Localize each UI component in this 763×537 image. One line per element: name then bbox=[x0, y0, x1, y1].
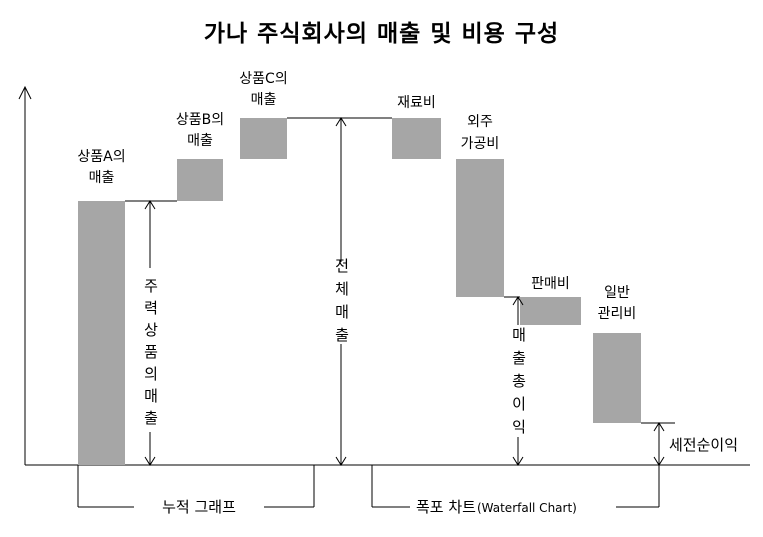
connector-lines bbox=[125, 117, 675, 424]
annotation-label-char: 체 bbox=[335, 280, 349, 298]
chart-title: 가나 주식회사의 매출 및 비용 구성 bbox=[203, 21, 560, 47]
bracket-label: 폭포 차트(Waterfall Chart) bbox=[416, 498, 577, 516]
annotation-label-char: 주 bbox=[144, 277, 158, 295]
chart-axes bbox=[18, 85, 750, 466]
bar-3 bbox=[392, 118, 441, 159]
bar-label-4-0: 외주 bbox=[467, 114, 493, 130]
annotation-label-char: 매 bbox=[144, 387, 158, 405]
annotation-label-char: 력 bbox=[144, 299, 158, 317]
bar-label-0-1: 매출 bbox=[89, 170, 115, 186]
annotation-label-char: 출 bbox=[512, 349, 526, 367]
bar-label-1-1: 매출 bbox=[187, 133, 213, 149]
bar-5 bbox=[520, 297, 581, 325]
y-axis-arrowhead bbox=[18, 85, 32, 100]
annotation-label: 세전순이익 bbox=[669, 436, 738, 454]
annotation-label-char: 상 bbox=[144, 321, 158, 339]
annotation-label-char: 출 bbox=[335, 326, 349, 344]
bracket-label-suffix: (Waterfall Chart) bbox=[477, 501, 577, 515]
bar-4 bbox=[456, 159, 504, 297]
annotation-label-char: 익 bbox=[512, 418, 526, 436]
bracket-label-main: 폭포 차트 bbox=[416, 498, 476, 516]
bar-label-0-0: 상품A의 bbox=[77, 149, 125, 165]
bar-0 bbox=[78, 201, 125, 465]
chart-bars bbox=[78, 118, 641, 465]
bar-label-2-1: 매출 bbox=[251, 92, 277, 108]
bar-1 bbox=[177, 159, 223, 201]
bar-2 bbox=[240, 118, 287, 159]
bar-label-6-0: 일반 bbox=[604, 285, 630, 301]
annotation-label-char: 의 bbox=[144, 365, 158, 383]
annotation-label-char: 매 bbox=[512, 326, 526, 344]
bar-label-5-0: 판매비 bbox=[531, 276, 570, 292]
bar-6 bbox=[593, 333, 641, 423]
annotation-label-char: 품 bbox=[144, 343, 158, 361]
bar-label-1-0: 상품B의 bbox=[176, 112, 224, 128]
bottom-brackets: 누적 그래프 폭포 차트(Waterfall Chart) bbox=[77, 465, 660, 516]
bar-label-4-1: 가공비 bbox=[461, 136, 500, 152]
annotation-label-char: 출 bbox=[144, 409, 158, 427]
annotation-label-char: 전 bbox=[335, 257, 349, 275]
annotation-label-char: 매 bbox=[335, 303, 349, 321]
annotation-label-char: 총 bbox=[512, 372, 526, 390]
bracket-label: 누적 그래프 bbox=[162, 498, 236, 516]
bar-label-2-0: 상품C의 bbox=[239, 71, 287, 87]
bar-label-3-0: 재료비 bbox=[397, 95, 436, 111]
bar-label-6-1: 관리비 bbox=[598, 306, 637, 322]
annotation-label-char: 이 bbox=[512, 395, 526, 413]
